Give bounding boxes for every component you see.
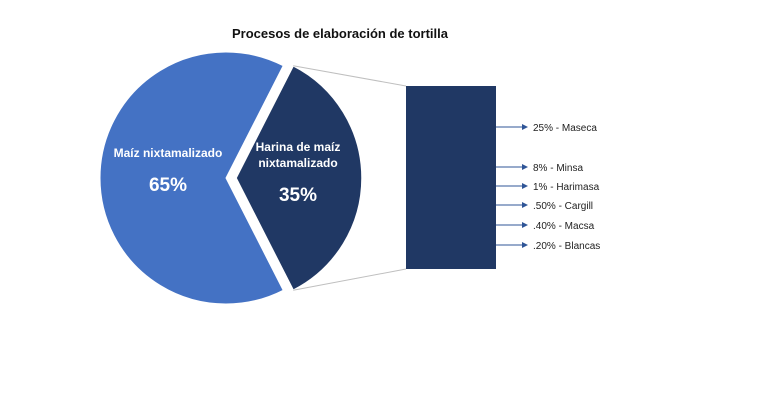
breakdown-label: .50% - Cargill <box>533 201 593 212</box>
slice-secondary-label: nixtamalizado <box>258 156 337 170</box>
slice-main-label: Maíz nixtamalizado <box>114 146 223 160</box>
pie-slice-main <box>99 51 284 305</box>
connector-line-top <box>293 65 407 87</box>
breakdown-label: .20% - Blancas <box>533 241 600 252</box>
slice-main-value-label: 65% <box>149 175 187 196</box>
breakdown-bar <box>406 86 496 269</box>
breakdown-label: 8% - Minsa <box>533 163 583 174</box>
breakdown-label: 25% - Maseca <box>533 123 597 134</box>
pie-slice-secondary <box>235 64 363 292</box>
chart-title: Procesos de elaboración de tortilla <box>231 26 448 41</box>
breakdown-label: 1% - Harimasa <box>533 182 600 193</box>
breakdown-label: .40% - Macsa <box>533 221 595 232</box>
slice-secondary-label: Harina de maíz <box>256 140 341 154</box>
slice-secondary-value-label: 35% <box>279 185 317 206</box>
connector-line-bottom <box>293 268 407 291</box>
